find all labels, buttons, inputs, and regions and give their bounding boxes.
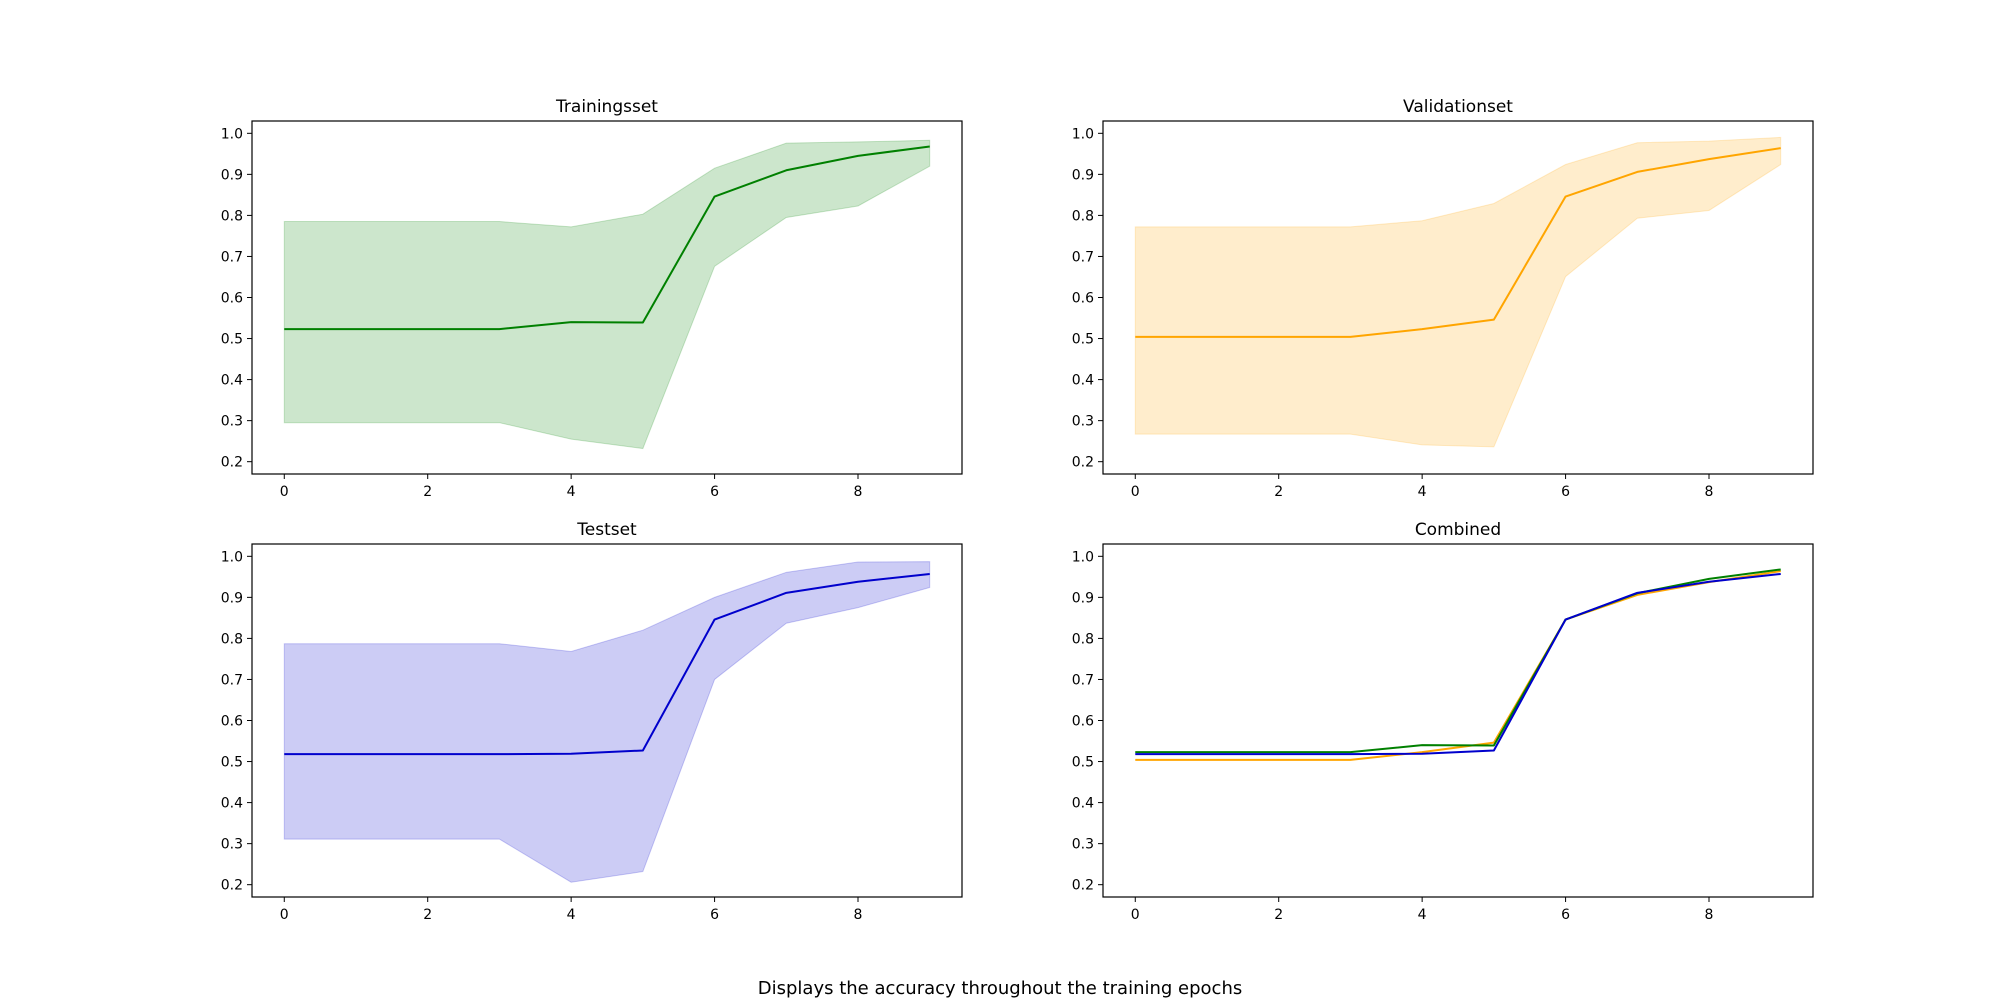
x-tick-label: 4 (567, 484, 576, 500)
axes-frame (1102, 543, 1814, 898)
subplot-title: Validationset (1403, 97, 1513, 117)
y-tick-label: 0.5 (221, 755, 243, 771)
y-tick-label: 0.7 (1072, 672, 1094, 688)
y-tick-label: 0.3 (1072, 837, 1094, 853)
series-line-blue (284, 572, 930, 756)
y-tick-label: 0.6 (221, 714, 243, 730)
y-tick-label: 0.3 (221, 837, 243, 853)
x-tick-label: 8 (1705, 484, 1714, 500)
x-tick-label: 2 (423, 907, 432, 923)
y-tick-label: 1.0 (221, 126, 243, 142)
confidence-band-blue (283, 561, 931, 883)
y-tick-label: 0.2 (221, 455, 243, 471)
x-tick-label: 6 (710, 907, 719, 923)
series-line-green (1135, 568, 1781, 754)
x-tick-label: 0 (1131, 907, 1140, 923)
x-tick-label: 0 (280, 907, 289, 923)
y-tick-label: 0.8 (1072, 631, 1094, 647)
y-tick-label: 0.2 (221, 878, 243, 894)
subplot-title: Testset (576, 520, 637, 540)
y-tick-label: 1.0 (1072, 126, 1094, 142)
y-tick-label: 0.5 (221, 332, 243, 348)
confidence-band-green (283, 139, 931, 450)
y-tick-label: 0.4 (221, 373, 243, 389)
y-tick-label: 0.8 (1072, 208, 1094, 224)
y-tick-label: 0.6 (1072, 714, 1094, 730)
x-tick-label: 0 (1131, 484, 1140, 500)
y-tick-label: 0.8 (221, 208, 243, 224)
x-tick-label: 0 (280, 484, 289, 500)
confidence-band-orange (1134, 136, 1782, 448)
subplot-3: Testset 0 2 4 6 8 0.2 0.3 0.4 0.5 0.6 0.7 0.8 0.9 1.0 (221, 520, 963, 923)
y-tick-label: 0.7 (221, 249, 243, 265)
x-tick-label: 6 (1561, 484, 1570, 500)
series-line-orange (1135, 570, 1781, 761)
subplot-title: Trainingsset (555, 97, 658, 117)
y-tick-label: 0.9 (221, 590, 243, 606)
y-tick-label: 1.0 (1072, 549, 1094, 565)
x-tick-label: 8 (1705, 907, 1714, 923)
x-tick-label: 6 (710, 484, 719, 500)
subplot-title: Combined (1415, 520, 1501, 540)
y-tick-label: 0.2 (1072, 878, 1094, 894)
y-tick-label: 0.9 (221, 167, 243, 183)
x-tick-label: 2 (1274, 907, 1283, 923)
y-tick-label: 0.6 (221, 291, 243, 307)
x-tick-label: 2 (423, 484, 432, 500)
y-tick-label: 0.5 (1072, 332, 1094, 348)
subplot-1: Trainingsset 0 2 4 6 8 0.2 0.3 0.4 0.5 0.6 0.7 0.8 0.… (221, 97, 963, 500)
y-tick-label: 0.9 (1072, 590, 1094, 606)
x-tick-label: 6 (1561, 907, 1570, 923)
y-tick-label: 0.2 (1072, 455, 1094, 471)
y-tick-label: 0.4 (1072, 796, 1094, 812)
y-tick-label: 0.7 (221, 672, 243, 688)
y-tick-label: 0.3 (221, 414, 243, 430)
series-line-green (284, 145, 930, 331)
y-tick-label: 0.8 (221, 631, 243, 647)
x-tick-label: 4 (1418, 907, 1427, 923)
x-tick-label: 8 (854, 484, 863, 500)
series-line-orange (1135, 147, 1781, 338)
y-tick-label: 0.9 (1072, 167, 1094, 183)
y-tick-label: 0.4 (221, 796, 243, 812)
y-tick-label: 1.0 (221, 549, 243, 565)
x-tick-label: 4 (1418, 484, 1427, 500)
subplot-grid: Trainingsset 0 2 4 6 8 0.2 0.3 0.4 0.5 0.6 0.7 0.8 0.… (221, 97, 1814, 923)
x-tick-label: 8 (854, 907, 863, 923)
x-tick-label: 2 (1274, 484, 1283, 500)
series-line-blue (1135, 572, 1781, 756)
y-tick-label: 0.6 (1072, 291, 1094, 307)
y-tick-label: 0.3 (1072, 414, 1094, 430)
y-tick-label: 0.5 (1072, 755, 1094, 771)
figure-caption: Displays the accuracy throughout the tra… (758, 978, 1242, 999)
x-tick-label: 4 (567, 907, 576, 923)
subplot-4: Combined 0 2 4 6 8 0.2 0.3 0.4 0.5 0.6 0.7 0.8 0.9 1.0 (1072, 520, 1814, 923)
y-tick-label: 0.4 (1072, 373, 1094, 389)
y-tick-label: 0.7 (1072, 249, 1094, 265)
subplot-2: Validationset 0 2 4 6 8 0.2 0.3 0.4 0.5 0.6 0.7 0.8 0… (1072, 97, 1814, 500)
